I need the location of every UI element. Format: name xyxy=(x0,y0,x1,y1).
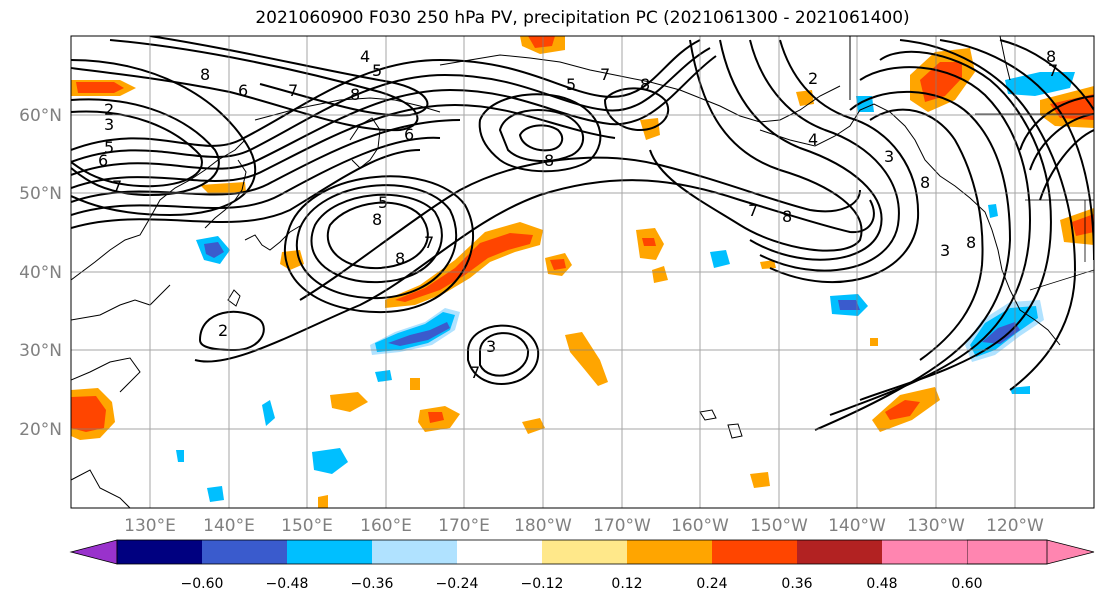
contour-label: 5 xyxy=(372,61,382,80)
colorbar-segment xyxy=(372,540,457,564)
contour-label: 2 xyxy=(104,100,114,119)
colorbar-segment xyxy=(712,540,797,564)
contour-label: 7 xyxy=(470,363,480,382)
contour-label: 8 xyxy=(920,173,930,192)
lat-tick-label: 60°N xyxy=(19,106,62,126)
contour-label: 5 xyxy=(378,193,388,212)
contour-label: 6 xyxy=(238,81,248,100)
contour-label: 3 xyxy=(940,241,950,260)
contour-label: 8 xyxy=(350,85,360,104)
contour-label: 5 xyxy=(566,75,576,94)
colorbar-tick-label: 0.12 xyxy=(611,576,642,592)
gridlines xyxy=(71,36,1094,508)
colorbar-segment xyxy=(797,540,882,564)
contour-label: 5 xyxy=(104,138,114,157)
lon-tick-label: 180°W xyxy=(514,516,572,536)
colorbar-segment xyxy=(287,540,372,564)
contour-label: 2 xyxy=(218,321,228,340)
lon-tick-label: 160°W xyxy=(671,516,729,536)
colorbar-frame xyxy=(116,539,1048,565)
contour-label: 7 xyxy=(1048,61,1058,80)
lat-tick-label: 40°N xyxy=(19,263,62,283)
contour-label: 8 xyxy=(966,233,976,252)
colorbar-extend-left xyxy=(69,539,118,565)
colorbar-tick-label: 0.24 xyxy=(696,576,727,592)
colorbar-tick-label: −0.24 xyxy=(436,576,479,592)
colorbar-tick-label: −0.60 xyxy=(181,576,224,592)
colorbar-tick-label: −0.36 xyxy=(351,576,394,592)
colorbar-tick-label: 0.36 xyxy=(781,576,812,592)
contour-label: 7 xyxy=(748,201,758,220)
lon-tick-label: 150°E xyxy=(281,516,333,536)
map-frame xyxy=(70,35,1095,509)
contour-label: 4 xyxy=(808,130,818,149)
colorbar-segment xyxy=(882,540,967,564)
pv-contours xyxy=(71,36,1094,431)
lon-tick-label: 130°E xyxy=(124,516,176,536)
colorbar-tick-label: 0.48 xyxy=(866,576,897,592)
lon-tick-label: 160°E xyxy=(360,516,412,536)
lat-tick-label: 30°N xyxy=(19,341,62,361)
colorbar-segment xyxy=(117,540,202,564)
contour-label: 2 xyxy=(808,69,818,88)
contour-label: 3 xyxy=(486,337,496,356)
longitude-axis: 130°E 140°E 150°E 160°E 170°E 180°W 170°… xyxy=(124,516,1044,536)
lon-tick-label: 120°W xyxy=(986,516,1044,536)
colorbar-extend-right xyxy=(966,539,1095,565)
contour-label: 8 xyxy=(200,65,210,84)
contour-label: 7 xyxy=(112,177,122,196)
lon-tick-label: 170°W xyxy=(593,516,651,536)
lon-tick-label: 150°W xyxy=(750,516,808,536)
colorbar-tick-label: −0.48 xyxy=(266,576,309,592)
contour-label: 7 xyxy=(424,233,434,252)
lon-tick-label: 130°W xyxy=(907,516,965,536)
colorbar-tick-label: 0.60 xyxy=(951,576,982,592)
lat-tick-label: 50°N xyxy=(19,184,62,204)
contour-label: 8 xyxy=(1046,47,1056,66)
contour-label: 8 xyxy=(395,249,405,268)
contour-label: 8 xyxy=(782,207,792,226)
colorbar-segment xyxy=(457,540,542,564)
contour-label: 3 xyxy=(104,115,114,134)
colorbar-segment xyxy=(202,540,287,564)
figure-title: 2021060900 F030 250 hPa PV, precipitatio… xyxy=(255,8,910,28)
latitude-axis: 60°N 50°N 40°N 30°N 20°N xyxy=(19,106,62,440)
contour-label: 6 xyxy=(404,125,414,144)
colorbar: −0.60 −0.48 −0.36 −0.24 −0.12 0.12 0.24 … xyxy=(69,539,1095,592)
contour-label: 7 xyxy=(600,65,610,84)
contour-label: 4 xyxy=(360,47,370,66)
colorbar-segment xyxy=(627,540,712,564)
contour-label: 6 xyxy=(98,151,108,170)
contour-labels: 8 6 7 5 4 8 2 3 5 6 7 5 8 7 8 6 8 7 2 8 … xyxy=(98,47,1058,382)
contour-label: 7 xyxy=(288,81,298,100)
colorbar-segment xyxy=(542,540,627,564)
lon-tick-label: 140°W xyxy=(828,516,886,536)
colorbar-tick-label: −0.12 xyxy=(521,576,564,592)
lon-tick-label: 170°E xyxy=(438,516,490,536)
contour-label: 8 xyxy=(544,151,554,170)
contour-label: 8 xyxy=(640,75,650,94)
contour-label: 8 xyxy=(372,210,382,229)
contour-label: 3 xyxy=(884,147,894,166)
lon-tick-label: 140°E xyxy=(203,516,255,536)
lat-tick-label: 20°N xyxy=(19,420,62,440)
